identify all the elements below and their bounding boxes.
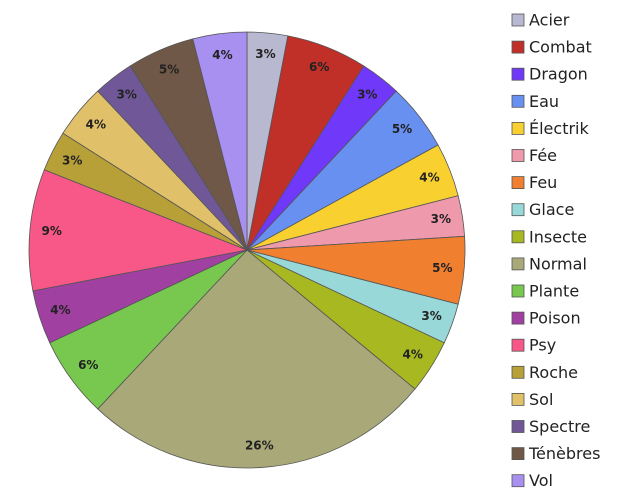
legend-swatch	[511, 230, 525, 244]
slice-label: 5%	[159, 62, 179, 76]
legend-swatch	[511, 13, 525, 27]
legend-label: Feu	[529, 173, 557, 192]
legend-swatch	[511, 257, 525, 271]
legend-swatch	[511, 284, 525, 298]
legend-label: Psy	[529, 336, 556, 355]
legend-label: Acier	[529, 11, 570, 30]
pie-slice	[192, 31, 248, 251]
legend-swatch	[511, 447, 525, 461]
legend-swatch	[511, 149, 525, 162]
legend-label: Dragon	[529, 65, 588, 84]
legend-label: Fée	[529, 146, 557, 165]
legend-label: Plante	[529, 282, 579, 301]
legend-label: Eau	[529, 92, 559, 111]
legend-swatch	[511, 420, 525, 433]
slice-label: 3%	[421, 309, 441, 323]
legend-label: Combat	[529, 38, 592, 57]
legend-label: Insecte	[529, 227, 587, 246]
pie-slice	[97, 249, 416, 469]
slice-label: 3%	[62, 153, 82, 167]
slice-label: 6%	[309, 60, 329, 74]
pie-slice	[28, 169, 249, 292]
slice-label: 3%	[255, 47, 275, 61]
legend-swatch	[511, 94, 525, 108]
slice-label: 3%	[431, 212, 451, 226]
legend-label: Vol	[529, 471, 553, 490]
slice-label: 3%	[117, 87, 137, 101]
legend-swatch	[511, 392, 525, 406]
legend-swatch	[511, 176, 525, 190]
legend-label: Poison	[529, 309, 581, 328]
slice-label: 4%	[419, 170, 439, 184]
legend-swatch	[511, 365, 525, 379]
legend-swatch	[511, 203, 525, 217]
legend-label: Roche	[529, 363, 578, 382]
slice-label: 9%	[41, 224, 61, 238]
legend-label: Sol	[529, 390, 553, 409]
slice-label: 4%	[212, 48, 232, 62]
legend-label: Ténèbres	[528, 444, 600, 463]
legend-swatch	[511, 311, 525, 325]
legend-label: Spectre	[529, 417, 590, 436]
legend-label: Électrik	[529, 119, 589, 138]
slice-label: 3%	[357, 87, 377, 101]
legend-swatch	[511, 474, 525, 488]
slice-label: 5%	[432, 261, 452, 275]
slice-label: 4%	[86, 117, 106, 131]
slice-label: 4%	[50, 303, 70, 317]
legend-swatch	[511, 40, 525, 54]
legend-swatch	[511, 338, 525, 352]
legend-swatch	[511, 122, 525, 135]
legend-label: Glace	[529, 200, 574, 219]
slice-label: 5%	[392, 122, 412, 136]
slice-label: 4%	[402, 348, 422, 362]
legend-swatch	[511, 67, 525, 81]
slice-label: 6%	[78, 358, 98, 372]
legend-label: Normal	[529, 254, 587, 273]
slice-label: 26%	[245, 438, 274, 452]
